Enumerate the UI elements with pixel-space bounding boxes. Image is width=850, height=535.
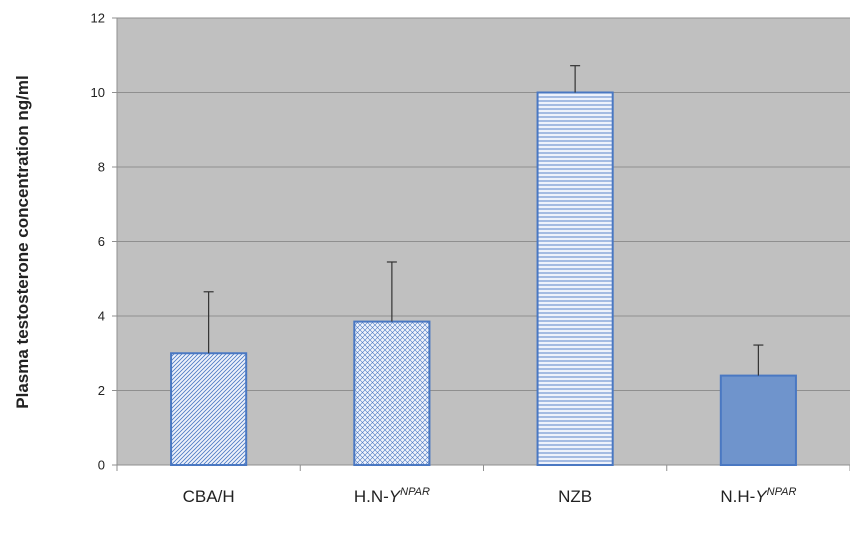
y-tick-label: 6 (98, 234, 105, 249)
labels: 0 2 4 6 8 10 12 CBA/H H.N-YNPAR NZB N.H-YNPAR (91, 11, 797, 507)
bar (353, 320, 431, 466)
y-tick-label: 10 (91, 85, 105, 100)
y-tick-label: 8 (98, 160, 105, 175)
y-tick-label: 12 (91, 11, 105, 26)
y-tick-label: 2 (98, 383, 105, 398)
bar (719, 374, 797, 467)
x-category-label: NZB (558, 487, 592, 506)
bar (170, 352, 248, 466)
y-tick-label: 4 (98, 309, 105, 324)
bars (170, 65, 797, 467)
bar (536, 91, 614, 466)
x-category-label: CBA/H (183, 487, 235, 506)
y-axis-title: Plasma testosterone concentration ng/ml (13, 75, 32, 408)
x-category-label: N.H-YNPAR (720, 486, 796, 506)
x-category-label: H.N-YNPAR (354, 486, 430, 506)
y-tick-label: 0 (98, 458, 105, 473)
